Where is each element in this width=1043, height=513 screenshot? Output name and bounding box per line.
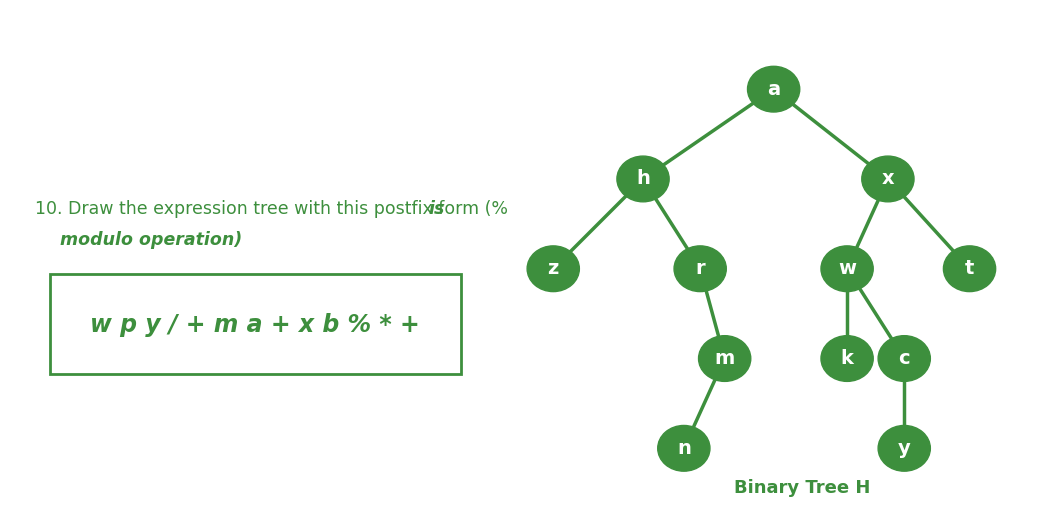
Text: z: z [548,259,559,278]
Ellipse shape [616,156,670,202]
Ellipse shape [821,246,873,291]
Ellipse shape [527,246,579,291]
Ellipse shape [878,425,930,471]
Text: r: r [696,259,705,278]
Text: t: t [965,259,974,278]
Text: 10. Draw the expression tree with this postfix form (%: 10. Draw the expression tree with this p… [35,200,513,218]
Text: w: w [839,259,856,278]
Ellipse shape [944,246,996,291]
Ellipse shape [821,336,873,381]
Text: w p y / + m a + x b % * +: w p y / + m a + x b % * + [91,313,420,337]
Ellipse shape [862,156,914,202]
Ellipse shape [878,336,930,381]
Text: y: y [898,439,911,458]
Text: c: c [898,349,911,368]
Text: a: a [767,80,780,98]
Ellipse shape [658,425,710,471]
Text: modulo operation): modulo operation) [60,231,242,249]
Ellipse shape [674,246,726,291]
Text: Binary Tree H: Binary Tree H [734,479,871,497]
Ellipse shape [748,66,800,112]
Text: x: x [881,169,894,188]
FancyBboxPatch shape [50,274,461,374]
Text: m: m [714,349,734,368]
Ellipse shape [699,336,751,381]
Text: k: k [841,349,853,368]
Text: is: is [428,200,444,218]
Text: n: n [677,439,690,458]
Text: h: h [636,169,650,188]
